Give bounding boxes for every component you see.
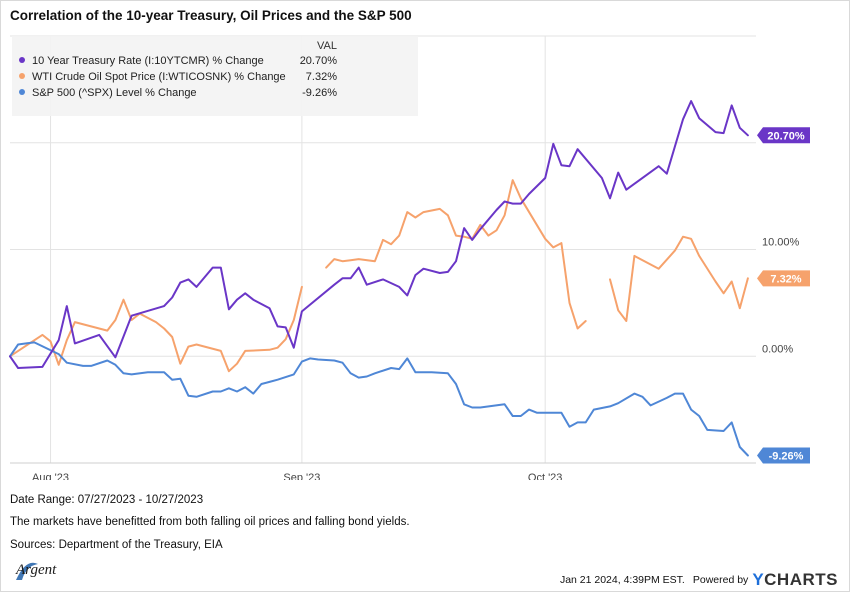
ycharts-rest: CHARTS (764, 570, 838, 589)
end-label-box (757, 447, 810, 464)
legend-marker (19, 73, 25, 79)
series-line (9, 100, 749, 369)
end-label-text: -9.26% (769, 451, 804, 463)
legend-header: VAL (317, 40, 337, 52)
x-tick-label: Sep '23 (283, 472, 320, 480)
timestamp: Jan 21 2024, 4:39PM EST. (559, 574, 685, 586)
end-label-box (757, 270, 810, 287)
chart-note: The markets have benefitted from both fa… (10, 516, 410, 528)
end-label-box (757, 127, 810, 144)
ycharts-brand[interactable]: YCHARTS (752, 570, 838, 590)
plot-area: Aug '23 Sep '23 Oct '23 10.00% 0.00% 20.70% 7.… (9, 35, 810, 480)
powered-by: Powered by (692, 574, 749, 586)
end-label-text: 7.32% (770, 273, 801, 285)
legend-value: -9.26% (302, 87, 337, 99)
legend-marker (19, 57, 25, 63)
series-line (9, 285, 303, 373)
series-line (325, 179, 587, 330)
x-tick-label: Aug '23 (32, 472, 69, 480)
legend-value: 20.70% (300, 55, 338, 67)
logo-text: Argent (15, 562, 57, 578)
legend-value: 7.32% (306, 71, 337, 83)
y-tick-label: 0.00% (762, 343, 793, 355)
date-range: Date Range: 07/27/2023 - 10/27/2023 (10, 494, 204, 506)
ycharts-y: Y (752, 570, 765, 589)
sources: Sources: Department of the Treasury, EIA (10, 539, 223, 551)
legend-label: 10 Year Treasury Rate (I:10YTCMR) % Chan… (32, 55, 264, 67)
y-tick-label: 10.00% (762, 237, 800, 249)
series-line (9, 341, 749, 457)
legend-box (12, 36, 418, 116)
end-label-text: 20.70% (767, 130, 805, 142)
footer: Jan 21 2024, 4:39PM EST. Powered by YCHA… (560, 570, 838, 590)
chart-title: Correlation of the 10-year Treasury, Oil… (10, 8, 412, 23)
x-tick-label: Oct '23 (528, 472, 563, 480)
legend-label: WTI Crude Oil Spot Price (I:WTICOSNK) % … (32, 71, 286, 83)
legend-label: S&P 500 (^SPX) Level % Change (32, 87, 197, 99)
argent-logo: Argent (15, 562, 57, 580)
legend-marker (19, 89, 25, 95)
series-line (609, 235, 749, 322)
